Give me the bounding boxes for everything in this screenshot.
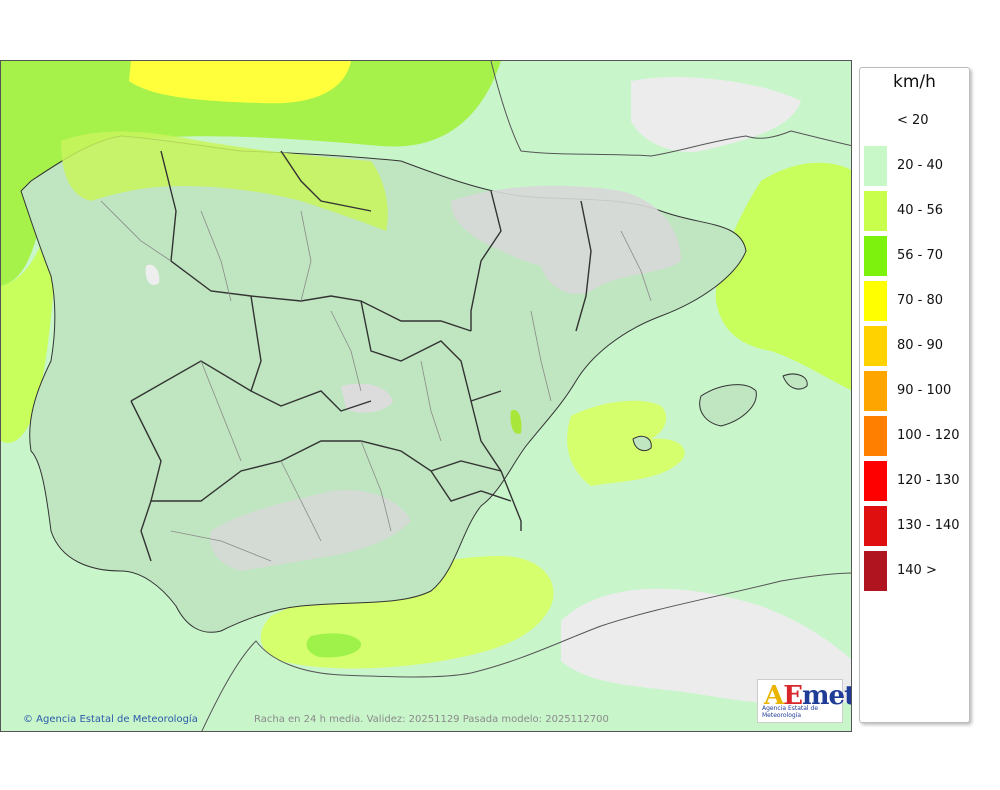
legend-swatch [864,146,887,186]
zone-56-70-north [1,61,501,286]
legend-item: 90 - 100 [864,371,968,411]
lake-relief [145,264,160,286]
calm-zone-1 [631,77,801,152]
validity-text: Racha en 24 h media. Validez: 20251129 P… [254,714,609,725]
legend-item: < 20 [864,101,968,141]
legend-swatch [864,461,887,501]
zone-70-80-north [129,61,351,104]
ibiza [632,435,652,452]
pyrenees-relief [451,185,681,295]
zone-40-56-cantabrian [61,131,388,231]
aemet-logo: AEmet Agencia Estatal de Meteorología [757,679,851,723]
legend-swatch [864,551,887,591]
legend-swatch [864,281,887,321]
legend-swatch [864,416,887,456]
legend: km/h < 20 20 - 40 40 - 56 56 - 70 70 - 80 80 … [859,67,970,723]
legend-label: < 20 [897,113,929,128]
legend-label: 100 - 120 [897,428,960,443]
north-africa-coast [201,572,851,731]
credit-text: © Agencia Estatal de Meteorología [23,714,198,725]
map-graphic [1,61,851,731]
zone-40-56-balearic [567,400,685,486]
region-borders [130,150,592,562]
legend-label: 130 - 140 [897,518,960,533]
zone-40-56-inland [510,410,522,434]
betic-relief [210,490,411,571]
legend-swatch [864,236,887,276]
legend-swatch [864,326,887,366]
legend-swatch [864,371,887,411]
legend-label: 140 > [897,563,937,578]
central-relief [341,383,393,413]
france-coast [490,61,851,157]
zone-40-56-east [715,162,851,391]
zone-40-56-west [1,231,56,443]
legend-swatch [864,191,887,231]
legend-swatch [864,506,887,546]
legend-label: 70 - 80 [897,293,944,308]
legend-swatch [864,101,887,141]
province-borders [100,200,652,562]
legend-label: 120 - 130 [897,473,960,488]
legend-label: 40 - 56 [897,203,944,218]
zone-56-70-alboran [306,633,362,658]
legend-item: 80 - 90 [864,326,968,366]
mallorca [699,384,757,427]
legend-item: 70 - 80 [864,281,968,321]
aemet-logo-subtitle: Agencia Estatal de Meteorología [762,705,819,719]
legend-item: 20 - 40 [864,146,968,186]
legend-item: 130 - 140 [864,506,968,546]
legend-item: 40 - 56 [864,191,968,231]
legend-label: 90 - 100 [897,383,952,398]
legend-item: 100 - 120 [864,416,968,456]
legend-item: 56 - 70 [864,236,968,276]
legend-label: 56 - 70 [897,248,944,263]
calm-zone-2 [561,588,851,706]
menorca [782,373,808,390]
legend-label: 20 - 40 [897,158,944,173]
wind-gust-map: © Agencia Estatal de Meteorología Racha … [0,60,852,732]
legend-item: 120 - 130 [864,461,968,501]
legend-label: 80 - 90 [897,338,944,353]
legend-unit: km/h [893,72,936,92]
legend-item: 140 > [864,551,968,591]
aemet-logo-mark: AEmet [764,681,852,711]
